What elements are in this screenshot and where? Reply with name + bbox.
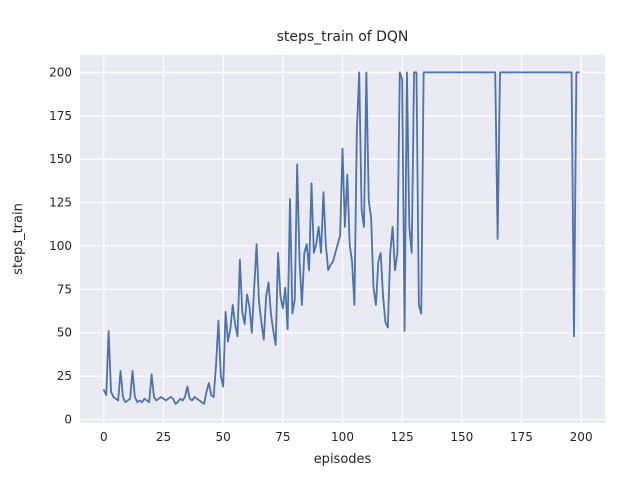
tick-label: 125 bbox=[391, 430, 414, 444]
x-tick-labels: 0 25 50 75 100 125 150 175 200 bbox=[100, 430, 593, 444]
tick-label: 175 bbox=[510, 430, 533, 444]
steps-train-line bbox=[102, 71, 580, 405]
tick-label: 100 bbox=[331, 430, 354, 444]
chart-title: steps_train of DQN bbox=[277, 29, 409, 45]
tick-label: 75 bbox=[275, 430, 290, 444]
tick-label: 150 bbox=[49, 152, 72, 166]
gridlines bbox=[80, 55, 605, 423]
tick-label: 50 bbox=[216, 430, 231, 444]
tick-label: 125 bbox=[49, 196, 72, 210]
tick-label: 200 bbox=[570, 430, 593, 444]
tick-label: 175 bbox=[49, 109, 72, 123]
tick-label: 0 bbox=[100, 430, 108, 444]
tick-label: 75 bbox=[57, 282, 72, 296]
x-axis-label: episodes bbox=[314, 452, 372, 467]
tick-label: 25 bbox=[57, 369, 72, 383]
y-tick-labels: 0 25 50 75 100 125 150 175 200 bbox=[49, 65, 72, 426]
tick-label: 150 bbox=[450, 430, 473, 444]
tick-label: 0 bbox=[64, 413, 72, 427]
tick-label: 50 bbox=[57, 326, 72, 340]
y-axis-label: steps_train bbox=[11, 203, 26, 275]
tick-label: 200 bbox=[49, 65, 72, 79]
tick-label: 100 bbox=[49, 239, 72, 253]
tick-label: 25 bbox=[156, 430, 171, 444]
